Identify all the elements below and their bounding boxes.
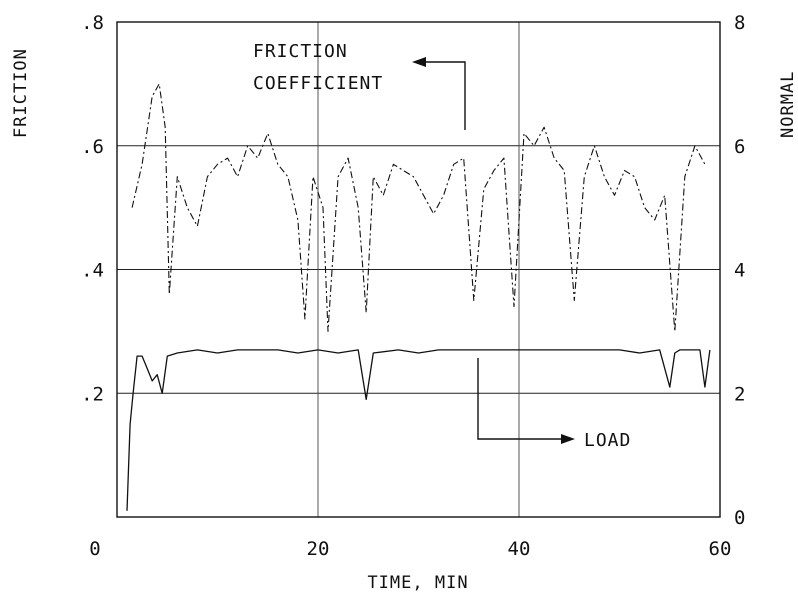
- y-right-tick-label-1: 2: [734, 383, 745, 405]
- load-arrowhead: [561, 434, 575, 444]
- friction-annotation-line1: FRICTION: [253, 41, 348, 62]
- x-tick-label-2: 40: [508, 538, 531, 560]
- series-layer: [126, 83, 711, 511]
- y-left-tick-label-3: .8: [81, 12, 104, 34]
- y-right-tick-label-0: 0: [734, 507, 745, 529]
- y-left-tick-label-1: .4: [81, 260, 104, 282]
- load-pointer: [477, 358, 562, 440]
- load-annotation: LOAD: [584, 430, 631, 451]
- grid: [117, 22, 720, 517]
- friction-annotation-line2: COEFFICIENT: [253, 73, 383, 94]
- plot-frame: [116, 21, 721, 518]
- y-left-tick-label-0: .2: [81, 383, 104, 405]
- x-tick-label-1: 20: [307, 538, 330, 560]
- tick-labels: 0 20 40 60 .2 .4 .6 .8 0 2 4 6 8: [81, 12, 745, 560]
- friction-arrowhead: [412, 57, 426, 67]
- y-right-tick-label-3: 6: [734, 136, 745, 158]
- y-left-tick-label-2: .6: [81, 136, 104, 158]
- y-axis-label-left: FRICTION: [11, 48, 31, 138]
- x-tick-label-0: 0: [89, 538, 100, 560]
- y-axis-label-right: NORMAL: [778, 71, 798, 138]
- friction-pointer: [422, 61, 466, 130]
- series-line-1: [126, 349, 711, 511]
- x-axis-label: TIME, MIN: [367, 573, 468, 593]
- y-right-tick-label-4: 8: [734, 12, 745, 34]
- series-line-0: [131, 83, 706, 332]
- y-right-tick-label-2: 4: [734, 260, 745, 282]
- x-tick-label-3: 60: [709, 538, 732, 560]
